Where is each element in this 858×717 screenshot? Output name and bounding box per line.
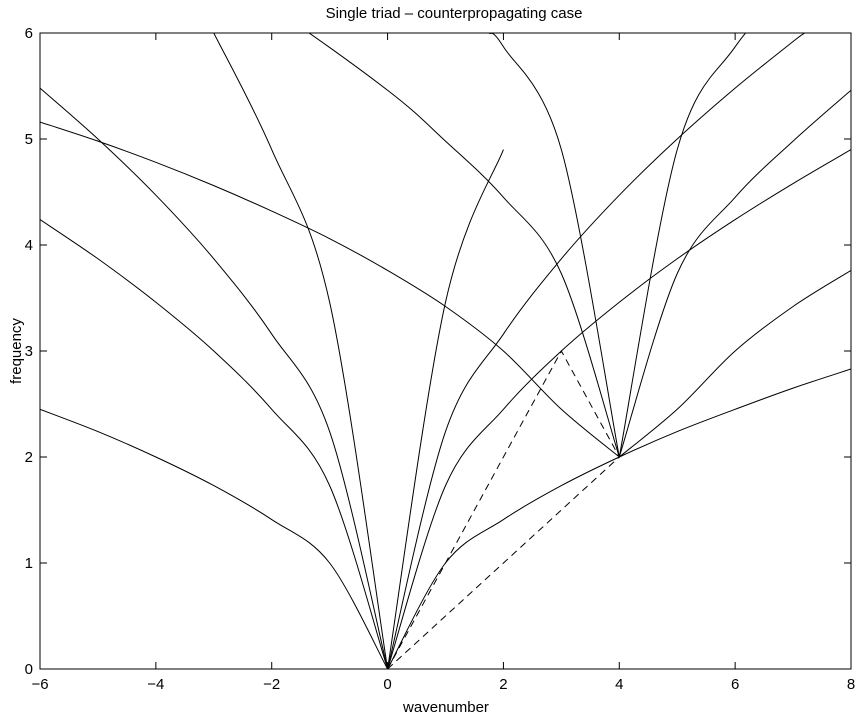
y-tick-label: 5 xyxy=(25,131,33,148)
x-tick-label: −6 xyxy=(31,676,48,693)
x-tick-label: 0 xyxy=(383,676,391,693)
ticks: −6 −4 −2 0 2 4 6 8 0 1 2 3 4 5 6 xyxy=(25,25,856,693)
y-tick-label: 3 xyxy=(25,343,33,360)
dispersion-curve-3 xyxy=(40,33,805,669)
curves xyxy=(40,33,851,669)
x-axis-label: wavenumber xyxy=(402,699,489,716)
dispersion-curve-4 xyxy=(213,33,504,669)
x-tick-label: 8 xyxy=(847,676,855,693)
x-tick-label: −2 xyxy=(263,676,280,693)
y-tick-label: 2 xyxy=(25,449,33,466)
x-tick-label: 2 xyxy=(499,676,507,693)
plot-frame xyxy=(39,32,852,670)
dashed-line-8 xyxy=(387,349,620,669)
y-axis-label: frequency xyxy=(8,318,25,384)
x-tick-label: −4 xyxy=(147,676,164,693)
dispersion-curve-1 xyxy=(40,368,851,669)
dashed-line-9 xyxy=(387,456,620,669)
y-tick-label: 1 xyxy=(25,555,33,572)
x-tick-label: 4 xyxy=(615,676,623,693)
y-tick-label: 0 xyxy=(25,661,33,678)
y-tick-label: 6 xyxy=(25,25,33,42)
y-tick-label: 4 xyxy=(25,237,33,254)
chart-title: Single triad – counterpropagating case xyxy=(326,5,583,22)
dispersion-curve-5 xyxy=(40,121,851,458)
dispersion-curve-6 xyxy=(308,33,851,459)
x-tick-label: 6 xyxy=(731,676,739,693)
dispersion-curve-7 xyxy=(488,33,747,458)
dispersion-curve-2 xyxy=(40,149,851,669)
